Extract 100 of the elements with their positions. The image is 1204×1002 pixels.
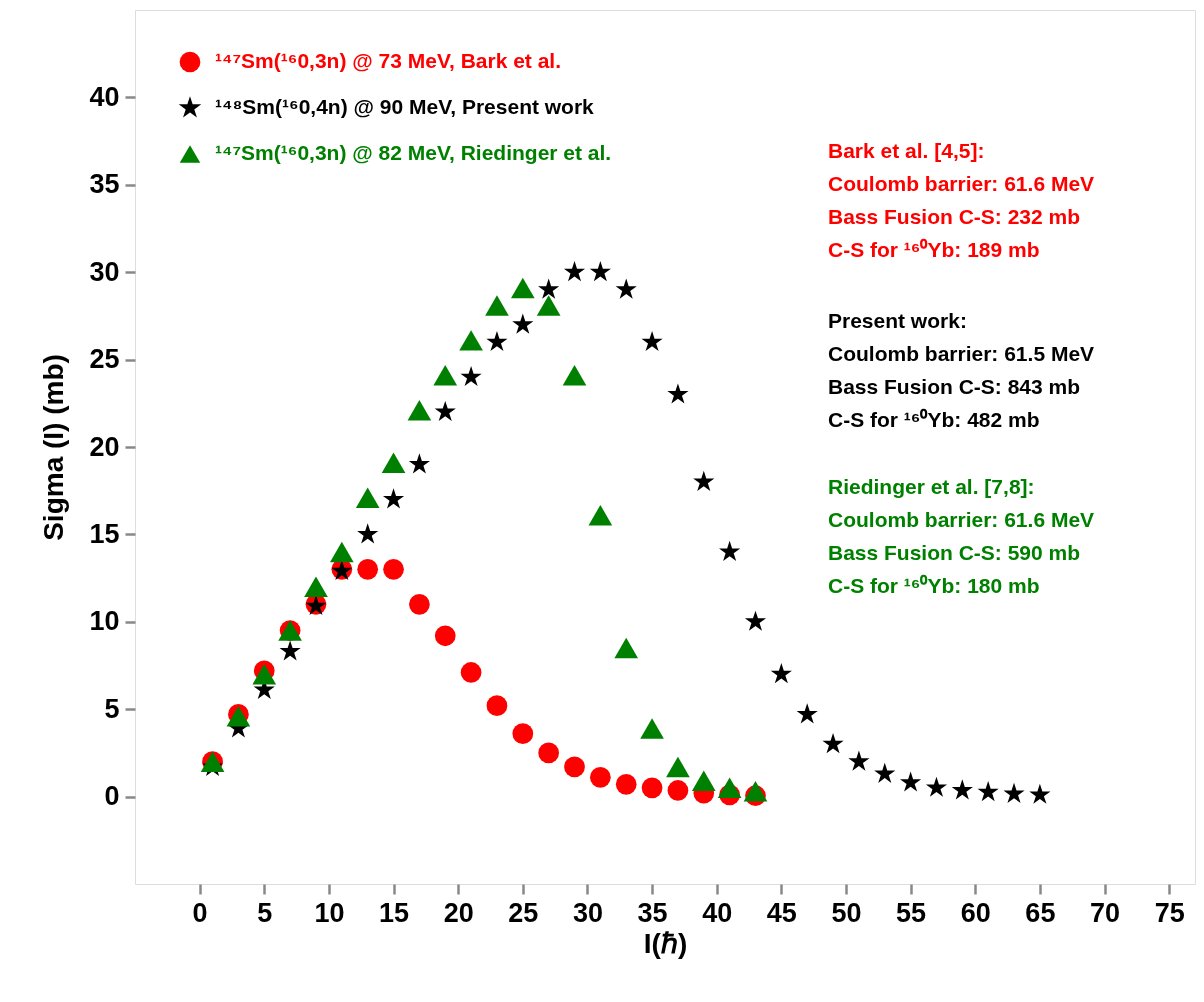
point — [538, 742, 560, 764]
x-tick-label: 10 — [314, 897, 345, 928]
point — [590, 767, 611, 788]
point — [744, 610, 767, 631]
point — [925, 776, 948, 797]
y-tick-label: 20 — [89, 431, 120, 462]
point — [382, 488, 405, 509]
point — [357, 559, 379, 580]
point — [433, 365, 458, 386]
y-tick-label: 30 — [89, 256, 120, 287]
x-tick-label: 60 — [960, 897, 991, 928]
point — [330, 541, 354, 563]
x-tick-label: 30 — [572, 897, 603, 928]
x-tick-label: 70 — [1089, 897, 1121, 928]
point — [641, 777, 663, 799]
point — [536, 295, 561, 316]
annotation: C-S for ¹⁶⁰Yb: 189 mb — [828, 238, 1040, 261]
point — [977, 781, 999, 802]
x-tick-label: 40 — [702, 897, 733, 928]
point — [589, 261, 611, 282]
point — [563, 261, 586, 282]
point — [485, 295, 509, 316]
point — [512, 313, 534, 334]
y-tick-label: 10 — [89, 606, 120, 637]
annotation: Coulomb barrier: 61.6 MeV — [828, 508, 1095, 531]
point — [357, 523, 379, 544]
x-tick-label: 75 — [1154, 897, 1185, 928]
point — [409, 593, 430, 615]
x-tick-label: 5 — [257, 897, 273, 928]
point — [640, 718, 664, 739]
annotation: Bark et al. [4,5]: — [828, 139, 985, 162]
point — [900, 771, 922, 792]
y-tick-label: 15 — [89, 518, 120, 549]
point — [641, 331, 663, 352]
point — [588, 504, 613, 526]
x-tick-label: 55 — [896, 897, 927, 928]
point — [355, 487, 380, 508]
point — [693, 470, 715, 491]
point — [486, 331, 508, 352]
x-tick-label: 35 — [637, 897, 668, 928]
point — [434, 625, 456, 647]
point — [407, 400, 432, 421]
x-tick-label: 25 — [508, 897, 539, 928]
legend-label: ¹⁴⁷Sm(¹⁶0,3n) @ 82 MeV, Riedinger et al. — [215, 141, 612, 164]
annotation: Bass Fusion C-S: 843 mb — [828, 375, 1081, 398]
point — [666, 756, 690, 778]
point — [383, 559, 404, 580]
point — [562, 365, 587, 386]
point — [564, 756, 585, 778]
x-tick-label: 20 — [443, 897, 474, 928]
x-tick-label: 45 — [766, 897, 797, 928]
y-tick-label: 5 — [104, 693, 120, 724]
point — [1029, 783, 1051, 804]
point — [770, 663, 792, 684]
point — [538, 278, 560, 299]
point — [1003, 782, 1025, 803]
point — [460, 365, 482, 387]
x-tick-label: 50 — [831, 897, 862, 928]
point — [719, 540, 741, 561]
point — [667, 383, 689, 404]
legend-label: ¹⁴⁷Sm(¹⁶0,3n) @ 73 MeV, Bark et al. — [215, 49, 562, 72]
y-tick-label: 35 — [89, 169, 120, 200]
point — [874, 762, 896, 783]
annotation: C-S for ¹⁶⁰Yb: 180 mb — [828, 574, 1040, 597]
point — [615, 774, 637, 795]
point — [434, 400, 456, 422]
point — [717, 777, 742, 799]
annotation: Coulomb barrier: 61.6 MeV — [828, 172, 1095, 195]
annotation: Bass Fusion C-S: 232 mb — [828, 205, 1081, 228]
y-tick-label: 40 — [89, 81, 120, 112]
legend-label: ¹⁴⁸Sm(¹⁶0,4n) @ 90 MeV, Present work — [215, 95, 595, 118]
point — [822, 733, 844, 754]
point — [304, 576, 328, 598]
annotation: Present work: — [828, 309, 967, 332]
point — [848, 750, 870, 771]
x-axis-title: I(ℏ) — [643, 927, 688, 959]
x-tick-label: 15 — [379, 897, 410, 928]
y-tick-label: 25 — [89, 344, 120, 375]
point — [512, 723, 534, 745]
point — [486, 695, 508, 717]
point — [408, 453, 430, 474]
point — [743, 781, 768, 802]
y-tick-label: 0 — [104, 781, 120, 812]
point — [279, 640, 301, 661]
point — [796, 703, 818, 724]
annotation: Coulomb barrier: 61.5 MeV — [828, 342, 1095, 365]
x-tick-label: 65 — [1025, 897, 1056, 928]
point — [951, 779, 973, 800]
point — [614, 637, 639, 659]
point — [691, 770, 716, 792]
x-tick-label: 0 — [192, 897, 208, 928]
annotation: Riedinger et al. [7,8]: — [828, 475, 1035, 498]
point — [460, 662, 482, 683]
point — [615, 278, 637, 299]
point — [459, 330, 483, 351]
annotation: Bass Fusion C-S: 590 mb — [828, 541, 1081, 564]
point — [510, 277, 535, 299]
annotation: C-S for ¹⁶⁰Yb: 482 mb — [828, 408, 1040, 431]
y-axis-title: Sigma (I) (mb) — [38, 354, 70, 541]
point — [667, 780, 689, 801]
